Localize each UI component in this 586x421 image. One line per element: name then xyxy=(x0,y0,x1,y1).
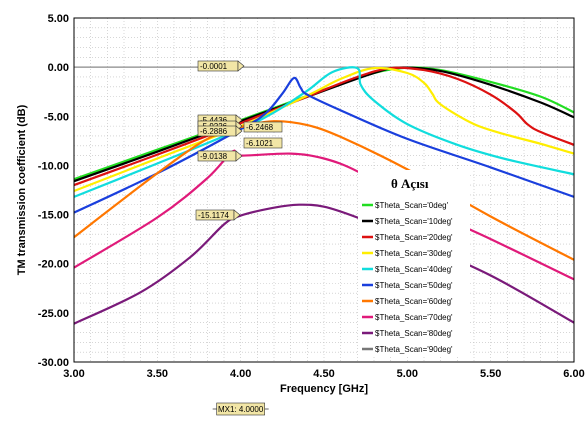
x-tick-label: 6.00 xyxy=(563,368,584,380)
legend-background xyxy=(358,170,470,357)
y-tick-label: -10.00 xyxy=(38,160,69,172)
x-tick-label: 5.50 xyxy=(480,368,501,380)
legend-entry: $Theta_Scan='60deg' xyxy=(375,297,453,306)
marker-value-label: -6.2468 xyxy=(243,121,283,133)
y-axis-title: TM transmission coefficient (dB) xyxy=(16,104,28,275)
legend-entry: $Theta_Scan='90deg' xyxy=(375,345,453,354)
legend: θ Açısı $Theta_Scan='0deg' $Theta_Scan='10… xyxy=(358,170,470,357)
svg-text:-0.0001: -0.0001 xyxy=(200,62,228,71)
legend-entry: $Theta_Scan='50deg' xyxy=(375,281,453,290)
marker-label: MX1: 4.0000 xyxy=(218,405,264,414)
x-axis-title: Frequency [GHz] xyxy=(280,383,368,395)
marker-labels: -0.0001-5.4436-5.9226-6.2468-6.2886-6.10… xyxy=(195,60,283,221)
marker-handle[interactable] xyxy=(216,402,265,416)
y-tick-label: -25.00 xyxy=(38,308,69,320)
y-tick-label: -20.00 xyxy=(38,259,69,271)
legend-entry: $Theta_Scan='30deg' xyxy=(375,249,453,258)
x-tick-label: 5.00 xyxy=(397,368,418,380)
svg-text:-9.0138: -9.0138 xyxy=(200,152,228,161)
y-tick-label: 5.00 xyxy=(48,13,69,25)
legend-entry: $Theta_Scan='10deg' xyxy=(375,217,453,226)
marker-value-label: -0.0001 xyxy=(197,60,245,72)
y-tick-label: 0.00 xyxy=(48,62,69,74)
svg-text:-6.2886: -6.2886 xyxy=(200,127,228,136)
legend-entry: $Theta_Scan='40deg' xyxy=(375,265,453,274)
marker-value-label: -9.0138 xyxy=(197,150,243,162)
y-tick-label: -5.00 xyxy=(44,111,69,123)
y-tick-label: -15.00 xyxy=(38,210,69,222)
x-tick-label: 4.50 xyxy=(313,368,334,380)
x-marker[interactable]: MX1: 4.0000 xyxy=(212,402,269,416)
x-tick-label: 3.50 xyxy=(147,368,168,380)
marker-value-label: -6.2886 xyxy=(197,125,243,137)
svg-text:-15.1174: -15.1174 xyxy=(198,211,230,220)
legend-entry: $Theta_Scan='70deg' xyxy=(375,313,453,322)
svg-text:-6.1021: -6.1021 xyxy=(246,139,274,148)
legend-entry: $Theta_Scan='0deg' xyxy=(375,201,449,210)
legend-entry: $Theta_Scan='80deg' xyxy=(375,329,453,338)
marker-value-label: -15.1174 xyxy=(195,209,241,221)
svg-text:-6.2468: -6.2468 xyxy=(246,123,274,132)
tick-labels: 3.00 3.50 4.00 4.50 5.00 5.50 6.00 5.00 0.00 -5.0… xyxy=(38,13,585,380)
legend-entry: $Theta_Scan='20deg' xyxy=(375,233,453,242)
x-tick-label: 3.00 xyxy=(63,368,84,380)
series-line-1 xyxy=(74,66,574,183)
y-tick-label: -30.00 xyxy=(38,357,69,369)
plot-frame xyxy=(73,17,575,363)
svg-text:-5.4436: -5.4436 xyxy=(200,116,228,125)
marker-value-label: -6.1021 xyxy=(243,137,283,149)
legend-title: θ Açısı xyxy=(391,176,429,191)
x-tick-label: 4.00 xyxy=(230,368,251,380)
series-line-5 xyxy=(74,76,574,214)
